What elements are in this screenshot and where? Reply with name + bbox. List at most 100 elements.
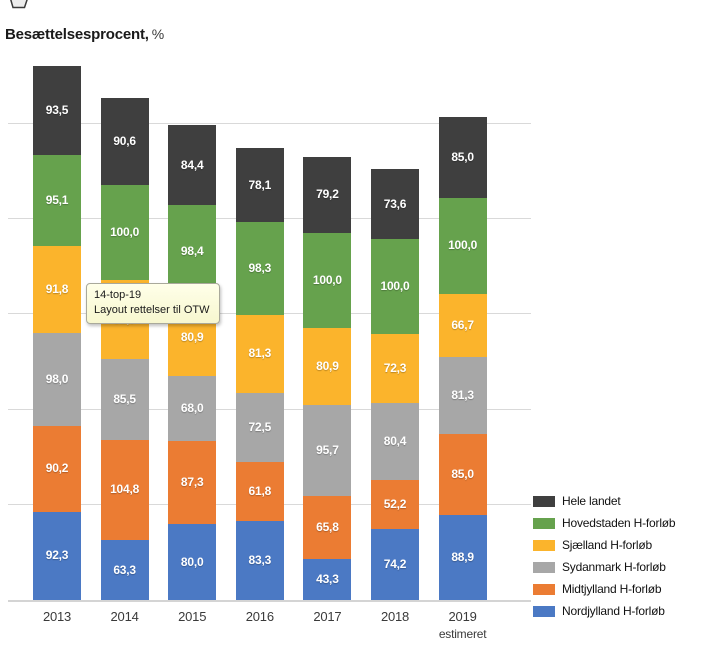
- legend-swatch: [533, 539, 555, 551]
- bar-segment-value: 81,3: [451, 388, 474, 403]
- bar-segment-value: 81,3: [248, 346, 272, 361]
- bar-segment-value: 79,2: [316, 187, 339, 202]
- legend-label: Hele landet: [562, 494, 621, 508]
- x-axis-labels: 2013 2014 2015 2016 2017 2018 2019 estimeret: [8, 609, 531, 649]
- x-axis-tick-label: 2018: [380, 609, 410, 624]
- bar-segment: 92,3: [33, 512, 81, 600]
- bar-segment: 81,3: [235, 315, 284, 393]
- bar-segment: 66,7: [438, 293, 487, 358]
- bar-segment-value: 80,4: [383, 434, 407, 449]
- bar-segment: 83,3: [235, 520, 284, 600]
- legend-label: Hovedstaden H-forløb: [562, 516, 676, 530]
- bar-segment: 65,8: [303, 496, 352, 559]
- bar-segment-value: 100,0: [448, 238, 478, 253]
- bar-segment: 80,0: [168, 523, 217, 600]
- bar-segment-value: 100,0: [380, 279, 410, 294]
- bar-segment: 93,5: [33, 66, 81, 156]
- bar-segment: 95,1: [33, 155, 81, 246]
- bar-segment-value: 92,3: [45, 548, 69, 563]
- bar-segment: 100,0: [371, 239, 419, 335]
- bar-segment: 84,4: [168, 124, 217, 206]
- bar-segment: 90,2: [33, 426, 81, 513]
- annotation-tooltip: 14-top-19 Layout rettelser til OTW: [86, 283, 220, 324]
- bar-segment: 80,9: [303, 328, 352, 406]
- chart-title: Besættelsesprocent,%: [5, 26, 164, 43]
- bar-segment: 68,0: [168, 376, 217, 441]
- legend-swatch: [533, 605, 555, 617]
- bar-segment-value: 65,8: [316, 520, 339, 535]
- bar-segment-value: 98,0: [45, 371, 69, 386]
- bar-segment: 74,2: [371, 529, 419, 600]
- bar-segment-value: 100,0: [110, 224, 140, 239]
- bar-segment: 85,0: [438, 117, 487, 199]
- bar-segment: 63,3: [100, 539, 149, 600]
- bar-segment-value: 80,9: [180, 329, 204, 344]
- bar-segment: 104,8: [100, 439, 149, 540]
- bar-segment-value: 66,7: [451, 317, 474, 332]
- bar-segment-value: 80,9: [316, 359, 339, 374]
- bar-segment: 98,3: [235, 221, 284, 316]
- legend-swatch: [533, 495, 555, 507]
- chart-title-unit: %: [151, 26, 165, 42]
- bar-segment: 81,3: [438, 357, 487, 435]
- bar-segment-value: 93,5: [45, 103, 69, 118]
- bar-segment-value: 88,9: [451, 550, 474, 565]
- bar-segment: 72,3: [371, 334, 419, 404]
- bar-segment: 85,0: [438, 434, 487, 516]
- bar-segment: 73,6: [371, 169, 419, 240]
- legend-item: Midtjylland H-forløb: [533, 582, 708, 596]
- legend-label: Midtjylland H-forløb: [562, 582, 662, 596]
- bar-segment-value: 90,6: [113, 134, 136, 149]
- bar-segment: 91,8: [33, 245, 81, 333]
- x-axis-line: [8, 600, 531, 602]
- x-axis-tick-label: 2019 estimeret: [429, 609, 497, 641]
- bar-segment-value: 72,3: [383, 361, 407, 376]
- legend-swatch: [533, 517, 555, 529]
- bar-segment: 100,0: [438, 198, 487, 294]
- bar-segment-value: 52,2: [383, 496, 407, 511]
- bar-segment: 78,1: [235, 147, 284, 222]
- bar-segment-value: 100,0: [312, 272, 342, 287]
- bar-segment-value: 85,0: [451, 467, 474, 482]
- bar-segment-value: 85,5: [113, 391, 136, 406]
- x-axis-tick-label: 2015: [178, 609, 207, 624]
- bar-segment-value: 87,3: [180, 474, 204, 489]
- x-axis-tick-sublabel: estimeret: [438, 627, 487, 641]
- chart-legend: Hele landet Hovedstaden H-forløb Sjælland …: [533, 494, 708, 626]
- bar-segment-value: 43,3: [316, 571, 339, 586]
- bar-segment-value: 84,4: [180, 157, 204, 172]
- bar-segment-value: 68,0: [180, 401, 204, 415]
- x-axis-tick-label: 2017: [313, 609, 342, 624]
- bar-segment-value: 90,2: [45, 461, 69, 476]
- bar-segment-value: 83,3: [248, 552, 272, 567]
- bar-segment: 61,8: [235, 461, 284, 521]
- bar-segment: 100,0: [100, 184, 149, 280]
- bar-segment-value: 73,6: [383, 197, 407, 212]
- legend-item: Sjælland H-forløb: [533, 538, 708, 552]
- legend-item: Nordjylland H-forløb: [533, 604, 708, 618]
- bar-segment-value: 72,5: [248, 419, 272, 434]
- bar-segment: 95,7: [303, 405, 352, 497]
- bar-segment-value: 80,0: [180, 554, 204, 569]
- bar-segment: 52,2: [371, 479, 419, 530]
- legend-swatch: [533, 561, 555, 573]
- bar-segment-value: 104,8: [110, 481, 140, 496]
- legend-label: Sjælland H-forløb: [562, 538, 652, 552]
- cropped-box-icon[interactable]: [7, 0, 31, 9]
- legend-item: Hovedstaden H-forløb: [533, 516, 708, 530]
- bar-segment-value: 85,0: [451, 150, 474, 165]
- bar-segment-value: 91,8: [45, 281, 69, 296]
- bar-segment-value: 78,1: [248, 177, 272, 192]
- bar-segment: 98,0: [33, 332, 81, 427]
- stacked-bar-chart: 92,390,298,091,895,193,563,3104,885,582,…: [8, 60, 531, 602]
- gridline: [8, 123, 531, 124]
- bar-segment-value: 95,7: [316, 443, 339, 458]
- annotation-tooltip-line1: 14-top-19: [94, 289, 142, 301]
- x-axis-tick-label: 2016: [245, 609, 274, 624]
- bar-segment-value: 61,8: [248, 483, 272, 498]
- bar-segment: 43,3: [303, 558, 352, 600]
- bar-segment-value: 63,3: [113, 562, 136, 577]
- bar-segment: 100,0: [303, 232, 352, 329]
- legend-label: Nordjylland H-forløb: [562, 604, 665, 618]
